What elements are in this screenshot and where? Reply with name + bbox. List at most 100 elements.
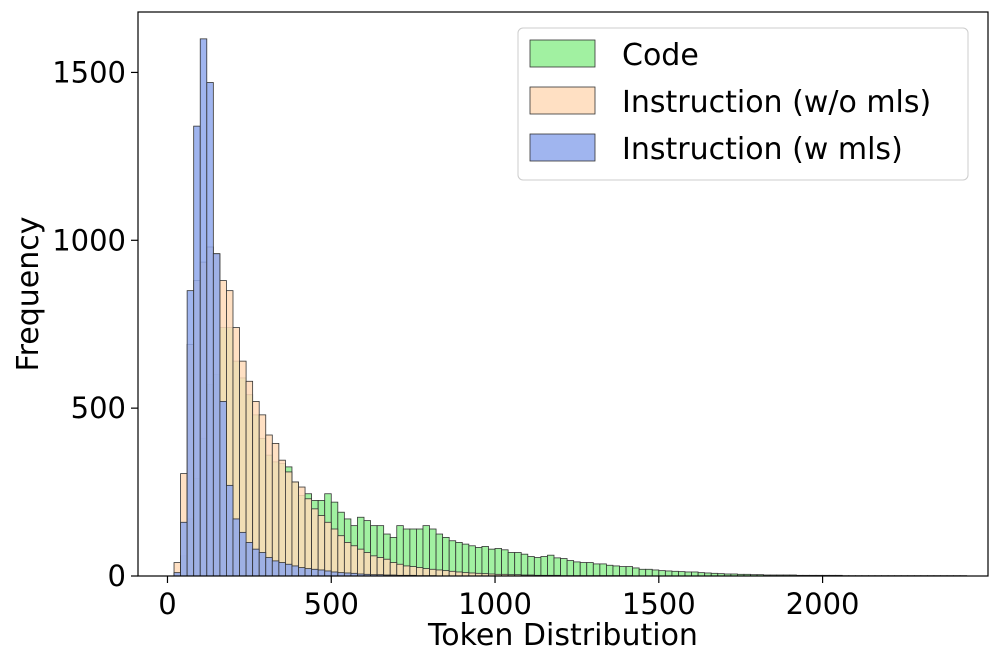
histogram-bar (678, 572, 685, 576)
x-tick-label: 1000 (458, 587, 532, 621)
histogram-bar (377, 558, 384, 576)
y-tick-label: 1000 (52, 223, 126, 257)
histogram-bar (502, 550, 509, 576)
histogram-bar (561, 559, 568, 576)
histogram-bar (181, 522, 188, 576)
histogram-bar (547, 555, 554, 576)
histogram-bar (430, 569, 437, 576)
histogram-bar (266, 435, 273, 576)
legend-swatch (530, 87, 595, 114)
legend-swatch (530, 40, 595, 67)
histogram-bar (554, 558, 561, 576)
histogram-bar (449, 541, 456, 576)
histogram-bar (338, 536, 345, 576)
histogram-bar (259, 415, 266, 576)
histogram-bar (371, 556, 378, 576)
histogram-bar (253, 549, 260, 576)
histogram-bar (587, 563, 594, 576)
histogram-bar (331, 572, 338, 576)
histogram-bar (279, 460, 286, 576)
histogram-bar (652, 570, 659, 576)
histogram-bar (528, 557, 535, 576)
histogram-bar (292, 566, 299, 576)
histogram-bar (285, 564, 292, 576)
histogram-bar (482, 546, 489, 576)
histogram-bar (606, 565, 613, 576)
histogram-bar (272, 561, 279, 576)
histogram-bar (285, 472, 292, 576)
histogram-bar (626, 567, 633, 576)
x-tick-label: 1500 (622, 587, 696, 621)
histogram-bar (443, 537, 450, 576)
y-tick-label: 1500 (52, 55, 126, 89)
histogram-bar (462, 544, 469, 576)
histogram-bar (233, 519, 240, 576)
histogram-bar (574, 562, 581, 576)
histogram-bar (279, 563, 286, 576)
histogram-bar (534, 558, 541, 576)
histogram-bar (299, 487, 306, 576)
legend-label: Instruction (w mls) (622, 132, 903, 167)
histogram-bar (194, 126, 201, 576)
histogram-bar (541, 557, 548, 576)
histogram-bar (633, 568, 640, 576)
histogram-bar (305, 569, 312, 576)
histogram-bar (659, 571, 666, 576)
histogram-bar (416, 568, 423, 576)
histogram-bar (495, 548, 502, 576)
histogram-bar (312, 569, 319, 576)
histogram-bar (325, 522, 332, 576)
histogram-bar (469, 546, 476, 576)
histogram-bar (390, 563, 397, 576)
y-axis-label: Frequency (11, 217, 46, 372)
histogram-bar (240, 532, 247, 576)
histogram-bar (220, 401, 227, 576)
histogram-bar (456, 542, 463, 576)
histogram-bar (200, 39, 207, 576)
histogram-bar (305, 499, 312, 576)
histogram-bar (521, 554, 528, 576)
histogram-bar (456, 572, 463, 576)
histogram-bar (351, 546, 358, 576)
histogram-bar (423, 569, 430, 576)
histogram-bar (436, 570, 443, 576)
x-tick-label: 0 (158, 587, 176, 621)
histogram-bar (325, 571, 332, 576)
histogram-bar (443, 571, 450, 576)
histogram-bar (318, 516, 325, 576)
histogram-bar (259, 553, 266, 577)
histogram-bar (600, 564, 607, 576)
histogram-bar (410, 567, 417, 576)
histogram-bar (357, 549, 364, 576)
histogram-bar (567, 561, 574, 576)
histogram-bar (344, 542, 351, 576)
histogram-bar (685, 572, 692, 576)
y-tick-label: 0 (108, 559, 126, 593)
histogram-bar (488, 549, 495, 576)
histogram-bar (331, 529, 338, 576)
histogram-bar (580, 563, 587, 576)
histogram-bar (364, 553, 371, 577)
histogram-bar (226, 485, 233, 576)
histogram-bar (508, 553, 515, 577)
histogram-bar (266, 558, 273, 576)
histogram-bar (246, 542, 253, 576)
histogram-bar (620, 567, 627, 576)
histogram-bar (593, 564, 600, 576)
histogram-bar (639, 569, 646, 576)
legend-label: Instruction (w/o mls) (622, 85, 931, 120)
histogram-bar (312, 509, 319, 576)
histogram-bar (384, 559, 391, 576)
histogram-bar (213, 254, 220, 576)
histogram-bar (646, 569, 653, 576)
legend-swatch (530, 134, 595, 161)
histogram-bar (187, 291, 194, 576)
histogram-bar (207, 83, 214, 577)
histogram-bar (475, 547, 482, 576)
histogram-bar (318, 570, 325, 576)
histogram-bar (449, 571, 456, 576)
histogram-bar (403, 566, 410, 576)
